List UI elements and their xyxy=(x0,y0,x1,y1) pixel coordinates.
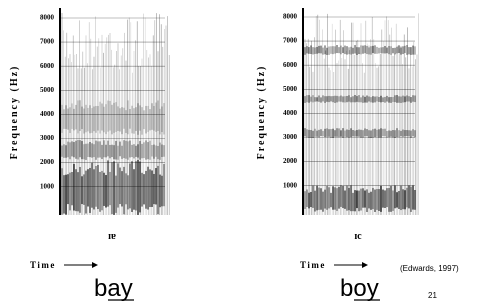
word: boy xyxy=(340,275,379,302)
citation: (Edwards, 1997) xyxy=(400,264,459,273)
time-label: Time xyxy=(30,260,56,270)
tick-label: 2000 xyxy=(283,157,298,165)
tick-label: 7000 xyxy=(283,37,298,45)
tick-label: 2000 xyxy=(40,158,55,166)
tick-label: 4000 xyxy=(283,109,298,117)
slide: (Edwards, 1997) 21 8000 7000 6000 5000 4000 3… xyxy=(0,0,486,304)
tick-label: 3000 xyxy=(40,134,55,142)
tick-label: 5000 xyxy=(283,85,298,93)
word: bay xyxy=(94,275,133,302)
axis-label: Frequency (Hz) xyxy=(9,65,20,160)
tick-label: 8000 xyxy=(283,13,298,21)
tick-label: 1000 xyxy=(283,181,298,189)
time-arrowhead xyxy=(362,262,368,268)
time-arrowhead xyxy=(92,262,98,268)
axis-label: Frequency (Hz) xyxy=(256,65,267,160)
page-number: 21 xyxy=(428,291,437,300)
spectrograms xyxy=(62,13,419,215)
tick-label: 6000 xyxy=(283,61,298,69)
tick-label: 1000 xyxy=(40,182,55,190)
time-label: Time xyxy=(300,260,326,270)
transcription: ɔɪ xyxy=(354,231,361,242)
tick-label: 7000 xyxy=(40,38,55,46)
tick-label: 3000 xyxy=(283,133,298,141)
tick-label: 4000 xyxy=(40,110,55,118)
tick-label: 6000 xyxy=(40,62,55,70)
tick-label: 5000 xyxy=(40,86,55,94)
tick-label: 8000 xyxy=(40,14,55,22)
transcription: aɪ xyxy=(108,231,116,242)
